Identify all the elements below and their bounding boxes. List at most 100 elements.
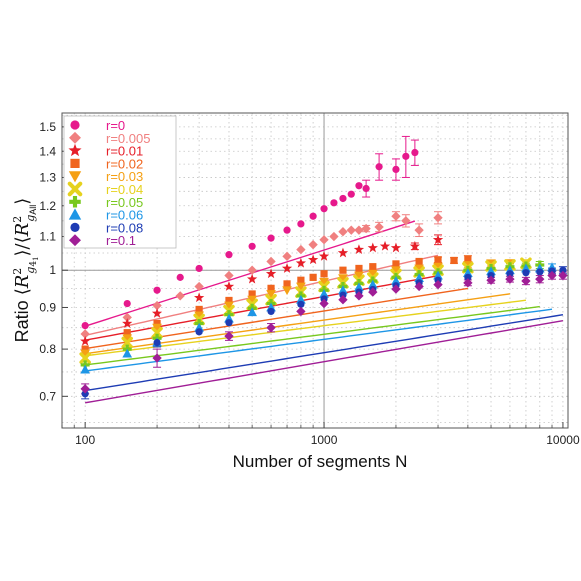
data-point	[464, 273, 472, 281]
data-point	[267, 234, 275, 242]
data-point	[194, 311, 204, 321]
data-point	[307, 254, 319, 265]
data-point	[487, 271, 495, 280]
data-point	[433, 262, 443, 272]
y-title-den-r: R	[12, 223, 33, 238]
data-point	[391, 284, 401, 294]
data-point	[266, 322, 276, 333]
fit-line-series-7	[85, 308, 553, 372]
data-point	[266, 256, 276, 267]
data-point	[151, 308, 163, 318]
y-tick-label: 0.9	[39, 300, 56, 314]
data-point	[318, 250, 330, 261]
y-axis-title: Ratio ⟨R2g41⟩/⟨R2gAll⟩	[11, 198, 40, 343]
data-point	[70, 158, 80, 168]
data-point	[319, 298, 329, 309]
data-point	[319, 277, 329, 287]
legend-item-3: r=0.02	[70, 156, 143, 171]
data-point	[283, 280, 291, 288]
legend-item-7: r=0.06	[68, 208, 143, 223]
y-title-den-sup: 2	[11, 216, 24, 223]
y-title-den-all: All	[28, 205, 38, 215]
data-point	[354, 291, 364, 301]
data-point	[367, 269, 378, 279]
data-point	[81, 322, 89, 330]
data-point	[401, 216, 411, 226]
data-point	[320, 270, 328, 278]
fit-line-series-1	[84, 254, 439, 337]
data-point	[450, 256, 458, 265]
data-point	[414, 264, 424, 274]
data-point	[369, 263, 377, 271]
y-title-num-sup: 2	[11, 268, 24, 275]
data-point	[355, 264, 363, 273]
y-title-close-bracket: ⟩	[12, 249, 33, 256]
data-point	[267, 307, 275, 316]
data-point	[536, 268, 544, 276]
data-point	[402, 152, 410, 160]
data-point	[409, 240, 421, 251]
data-point	[521, 276, 531, 286]
data-point	[153, 286, 161, 294]
legend-box	[63, 115, 177, 249]
data-point	[80, 329, 90, 339]
data-point	[415, 257, 423, 266]
data-point	[152, 300, 162, 311]
legend-label: r=0.08	[106, 220, 143, 235]
data-point	[433, 270, 443, 280]
legend-item-0: r=0	[70, 118, 125, 133]
data-point	[247, 307, 257, 317]
data-point	[433, 279, 443, 290]
data-point	[338, 295, 348, 305]
y-tick-label: 1.4	[39, 144, 56, 158]
data-point	[338, 274, 348, 283]
data-point	[411, 148, 419, 157]
data-point	[153, 319, 161, 328]
legend-label: r=0.1	[106, 233, 136, 248]
data-point	[347, 190, 355, 198]
data-point	[337, 247, 349, 258]
legend-label: r=0.02	[106, 156, 143, 171]
data-point	[355, 182, 363, 190]
data-point	[367, 279, 378, 289]
legend-label: r=0.01	[106, 144, 143, 159]
y-title-num-knot: 4	[29, 261, 39, 267]
legend-label: r=0.04	[106, 182, 143, 197]
data-point	[266, 290, 276, 299]
data-point	[353, 244, 365, 254]
data-point	[367, 242, 378, 253]
data-point	[225, 296, 233, 305]
legend-item-9: r=0.1	[69, 233, 136, 248]
data-point	[223, 281, 235, 291]
data-point	[319, 289, 329, 298]
tick-layer: 100 1000 10000 0.7 0.8 0.9 1 1.1 1.2 1.3 1.4 1.5	[39, 120, 580, 447]
fit-line-series-0	[84, 220, 416, 327]
series-2-points	[80, 234, 444, 346]
data-point	[433, 213, 443, 223]
fit-line-series-9	[85, 320, 564, 404]
data-point	[354, 271, 364, 281]
data-point	[153, 338, 161, 347]
y-tick-label: 1.3	[39, 170, 56, 184]
y-title-close-bracket-2: ⟩	[12, 198, 33, 205]
data-point	[281, 263, 293, 273]
data-point	[80, 364, 91, 374]
data-point	[152, 353, 162, 363]
data-point	[68, 171, 82, 183]
series-1-points	[80, 211, 443, 339]
data-point	[505, 274, 515, 284]
data-point	[176, 273, 184, 281]
data-point	[224, 301, 234, 311]
data-point	[79, 352, 91, 364]
data-point	[339, 266, 347, 274]
data-point	[320, 205, 328, 213]
y-title-open-bracket-2: ⟨	[12, 236, 33, 243]
data-point	[354, 282, 364, 292]
y-title-open-bracket: ⟨	[12, 288, 33, 295]
legend-label: r=0.03	[106, 169, 143, 184]
x-tick-label: 100	[75, 433, 95, 447]
data-point	[195, 328, 203, 336]
data-point	[392, 260, 400, 268]
data-point	[123, 329, 131, 337]
